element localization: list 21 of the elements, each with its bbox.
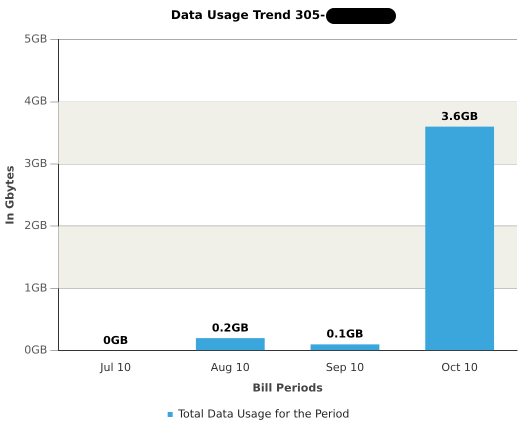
y-tick-label: 4GB [24,94,48,108]
x-tick-label: Jul 10 [99,361,131,374]
legend-label: Total Data Usage for the Period [177,407,350,420]
x-tick-label: Aug 10 [210,361,250,374]
y-tick-label: 2GB [24,219,48,232]
data-label: 0.1GB [326,328,364,341]
y-tick-label: 1GB [24,281,48,294]
x-tick-label: Sep 10 [326,361,364,374]
y-tick-label: 5GB [24,32,48,46]
y-axis-title: In Gbytes [3,165,16,225]
bar [425,126,494,350]
bar [196,338,265,350]
bar [310,344,380,350]
x-axis-title: Bill Periods [252,381,324,394]
y-tick-label: 0GB [24,343,48,356]
chart-title: Data Usage Trend 305- [170,8,326,22]
data-label: 0.2GB [212,322,249,335]
y-tick-label: 3GB [24,156,48,170]
data-label: 0GB [103,334,128,347]
x-tick-label: Oct 10 [441,361,478,374]
data-label: 3.6GB [441,110,478,124]
